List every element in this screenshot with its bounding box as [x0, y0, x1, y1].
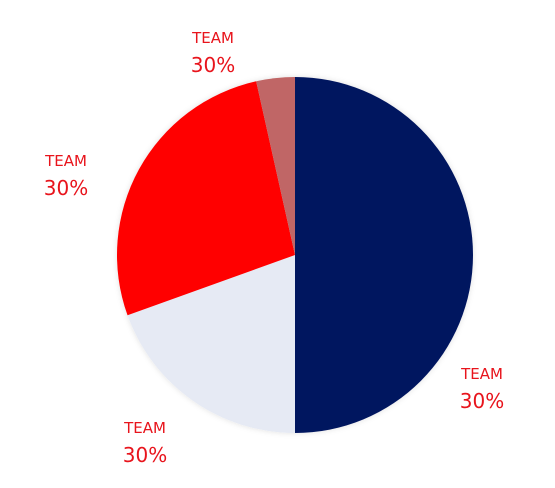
pie: [116, 77, 473, 433]
slice-percent: 30%: [460, 389, 504, 413]
pie-slice: [127, 255, 295, 433]
slice-label: TEAM: [44, 152, 87, 170]
pie-slice: [116, 81, 296, 316]
slice-label: TEAM: [460, 365, 503, 383]
pie-slice: [295, 77, 473, 433]
slice-percent: 30%: [44, 176, 88, 200]
slice-percent: 30%: [123, 443, 167, 467]
slice-label: TEAM: [123, 419, 166, 437]
slice-label: TEAM: [191, 29, 234, 47]
slice-percent: 30%: [191, 53, 235, 77]
pie-slice: [256, 77, 295, 255]
